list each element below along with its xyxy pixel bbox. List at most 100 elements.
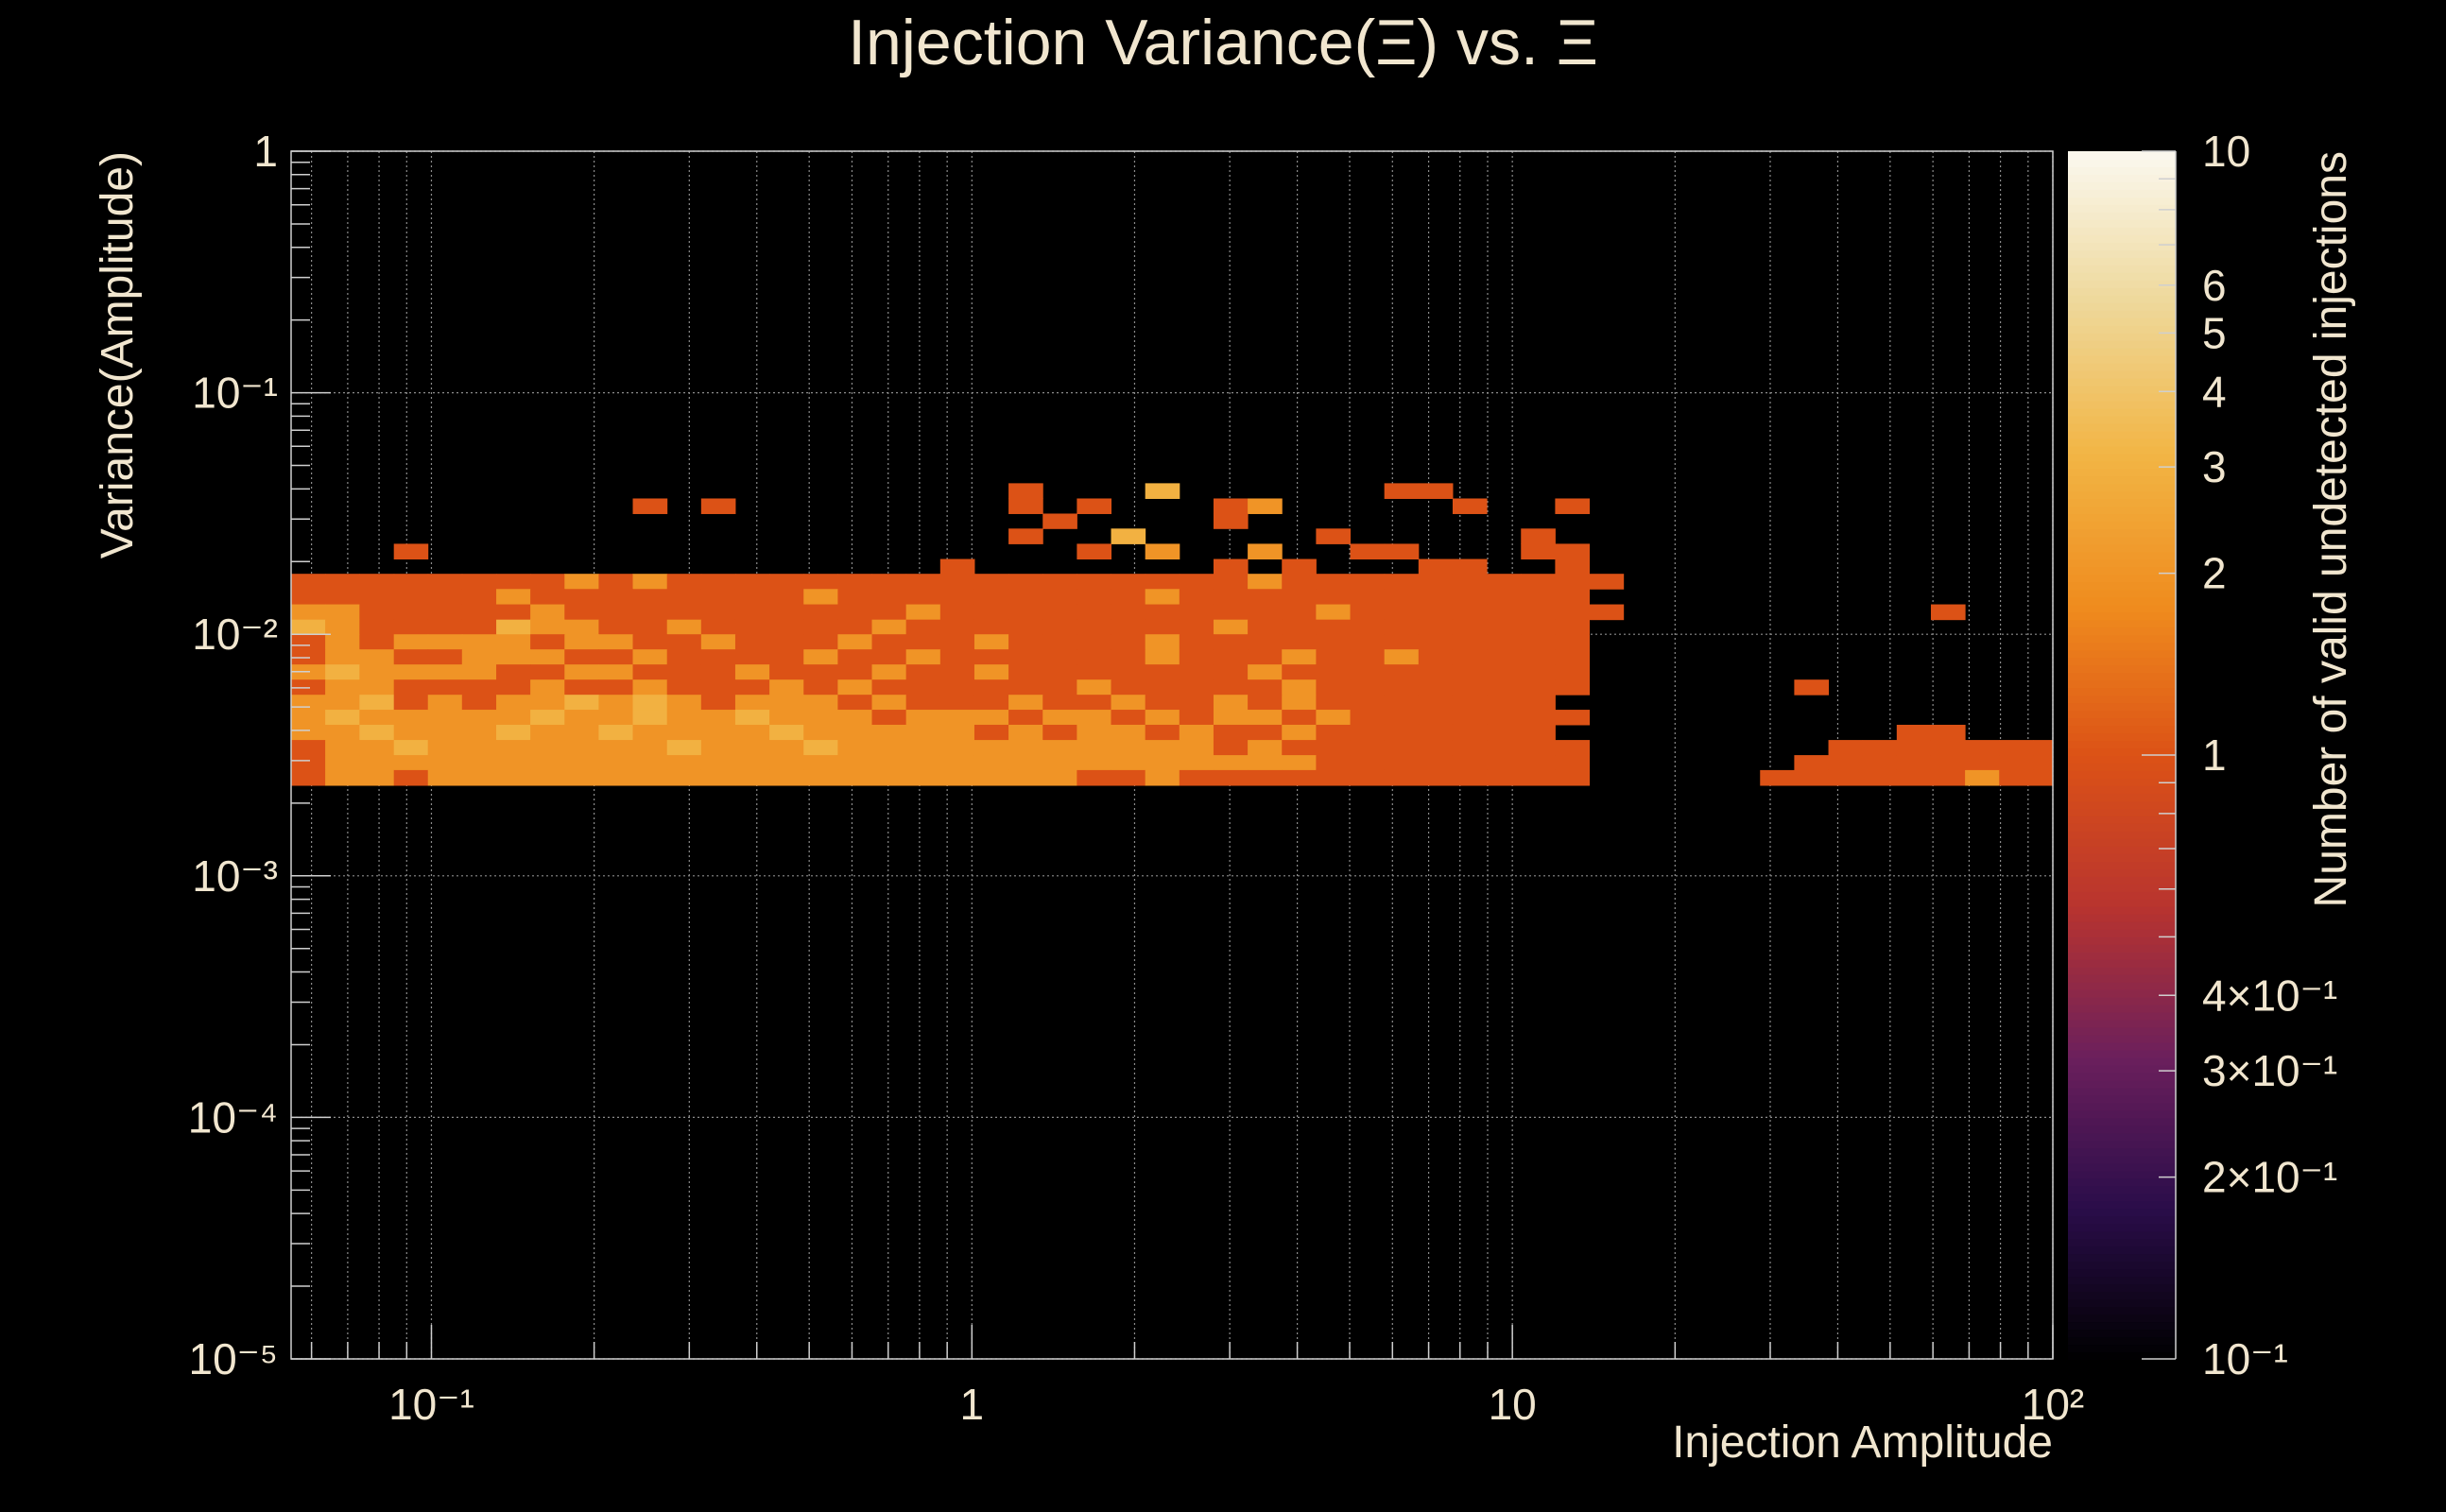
colorbar-segment [2068,1019,2176,1028]
heatmap-cell [700,740,736,756]
heatmap-cell [1179,710,1214,726]
heatmap-cell [496,740,531,756]
heatmap-cell [632,589,668,606]
heatmap-cell [700,498,736,514]
colorbar-segment [2068,589,2176,598]
heatmap-cell [1008,755,1043,771]
heatmap-cell [1555,604,1591,621]
heatmap-cell [871,619,907,635]
colorbar-segment [2068,354,2176,364]
heatmap-cell [1282,649,1317,665]
colorbar-segment [2068,1215,2176,1225]
colorbar-segment [2068,249,2176,258]
heatmap-cell [871,604,907,621]
y-tick-label: 10⁻⁴ [188,1092,278,1142]
heatmap-cell [1418,589,1454,606]
colorbar-segment [2068,1079,2176,1089]
heatmap-cell [1555,543,1591,560]
heatmap-cell [973,695,1009,711]
heatmap-cell [1521,664,1556,680]
colorbar-tick-label: 2 [2202,549,2227,598]
heatmap-cell [1077,649,1112,665]
heatmap-cell [325,695,360,711]
heatmap-cell [973,589,1009,606]
heatmap-cell [1179,740,1214,756]
heatmap-cell [1008,483,1043,499]
plot-frame [290,150,2054,1360]
heatmap-cell [666,679,702,696]
heatmap-cell [1828,740,1864,756]
heatmap-cell [1111,724,1146,741]
heatmap-cell [1145,619,1180,635]
heatmap-cell [1452,695,1488,711]
heatmap-cell [1213,558,1249,575]
heatmap-cell [1248,619,1283,635]
colorbar-segment [2068,430,2176,439]
heatmap-cell [1487,769,1522,786]
heatmap-cell [598,574,634,590]
colorbar-segment [2068,407,2176,417]
heatmap-cell [973,724,1009,741]
colorbar-segment [2068,1109,2176,1119]
heatmap-cell [1008,724,1043,741]
heatmap-cell [1418,695,1454,711]
heatmap-cell [1452,589,1488,606]
colorbar-segment [2068,581,2176,591]
heatmap-cell [1282,769,1317,786]
heatmap-cell [666,604,702,621]
heatmap-cell [496,695,531,711]
heatmap-cell [393,649,429,665]
colorbar-segment [2068,642,2176,651]
heatmap-cell [1930,769,1966,786]
colorbar-tick-label: 10 [2202,127,2250,176]
colorbar-segment [2068,506,2176,515]
colorbar-tick-label: 1 [2202,730,2227,780]
heatmap-cell [973,574,1009,590]
heatmap-cell [1282,695,1317,711]
x-axis-label: Injection Amplitude [1672,1418,2053,1468]
colorbar-segment [2068,256,2176,266]
heatmap-cell [803,695,838,711]
heatmap-cell [564,740,599,756]
heatmap-cell [325,649,360,665]
colorbar-segment [2068,1177,2176,1187]
colorbar-segment [2068,362,2176,371]
heatmap-cell [1521,589,1556,606]
heatmap-cell [598,634,634,650]
heatmap-cell [427,664,463,680]
colorbar-segment [2068,890,2176,900]
heatmap-cell [530,664,565,680]
heatmap-cell [734,755,770,771]
heatmap-cell [427,649,463,665]
heatmap-cell [1008,498,1043,514]
heatmap-cell [1521,755,1556,771]
heatmap-cell [1042,695,1077,711]
colorbar-segment [2068,392,2176,402]
colorbar-segment [2068,905,2176,915]
heatmap-cell [1555,664,1591,680]
heatmap-cell [939,634,975,650]
heatmap-cell [1111,574,1146,590]
colorbar-segment [2068,837,2176,847]
heatmap-cell [1077,755,1112,771]
heatmap-cell [734,695,770,711]
heatmap-cell [1487,755,1522,771]
heatmap-cell [1555,634,1591,650]
heatmap-cell [1042,710,1077,726]
colorbar-segment [2068,822,2176,832]
heatmap-cell [769,695,804,711]
axes: 1 10⁻¹ 10⁻² 10⁻³ 10⁻⁴ 10⁻⁵ 10⁻¹ 1 10 10² [188,127,2084,1429]
heatmap-cell [598,679,634,696]
colorbar-segment [2068,1329,2176,1338]
colorbar-segment [2068,762,2176,771]
heatmap-cell [530,589,565,606]
heatmap-cell [1282,664,1317,680]
heatmap-cell [1248,589,1283,606]
heatmap-cell [1487,619,1522,635]
heatmap-cell [871,710,907,726]
heatmap-cell [1213,755,1249,771]
heatmap-cell [1213,574,1249,590]
heatmap-cell [1042,513,1077,529]
heatmap-cell [1384,724,1420,741]
heatmap-cell [427,619,463,635]
